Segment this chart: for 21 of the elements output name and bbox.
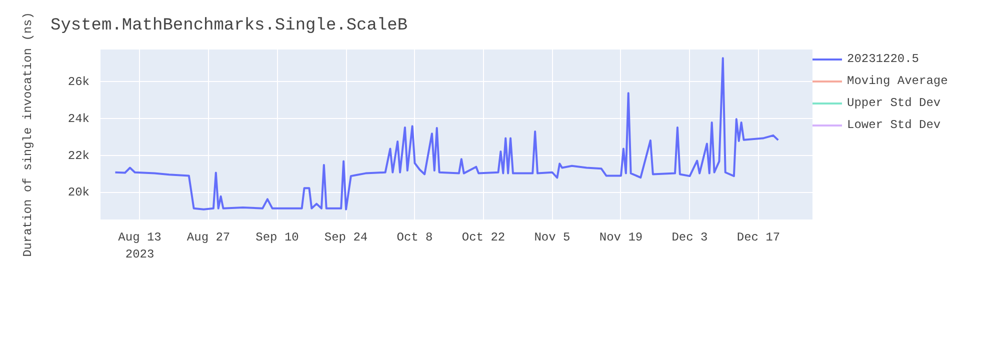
x-tick-label: Nov 19 [599, 230, 643, 244]
x-tick-label: Dec 17 [736, 230, 780, 244]
x-tick-label: Oct 22 [462, 230, 506, 244]
legend-label: Lower Std Dev [847, 118, 941, 132]
x-tick-label: Sep 10 [256, 230, 299, 244]
y-tick-label: 26k [68, 74, 90, 89]
y-tick-label: 22k [68, 148, 90, 163]
x-tick-label: Dec 3 [672, 230, 708, 244]
legend-label: 20231220.5 [847, 52, 920, 66]
x-tick-label: Aug 27 [186, 230, 230, 244]
x-tick-label: Nov 5 [534, 230, 570, 244]
x-tick-label: Oct 8 [396, 230, 433, 244]
x-tick-label: Sep 24 [324, 230, 368, 244]
y-axis-title: Duration of single invocation (ns) [20, 12, 35, 257]
chart-title: System.MathBenchmarks.Single.ScaleB [50, 16, 408, 36]
x-tick-label: Aug 13 2023 [118, 230, 162, 262]
legend-label: Upper Std Dev [847, 96, 941, 110]
line-series [114, 57, 780, 210]
y-tick-label: 24k [68, 112, 90, 126]
y-tick-label: 20k [68, 186, 90, 200]
legend-label: Moving Average [847, 74, 948, 88]
